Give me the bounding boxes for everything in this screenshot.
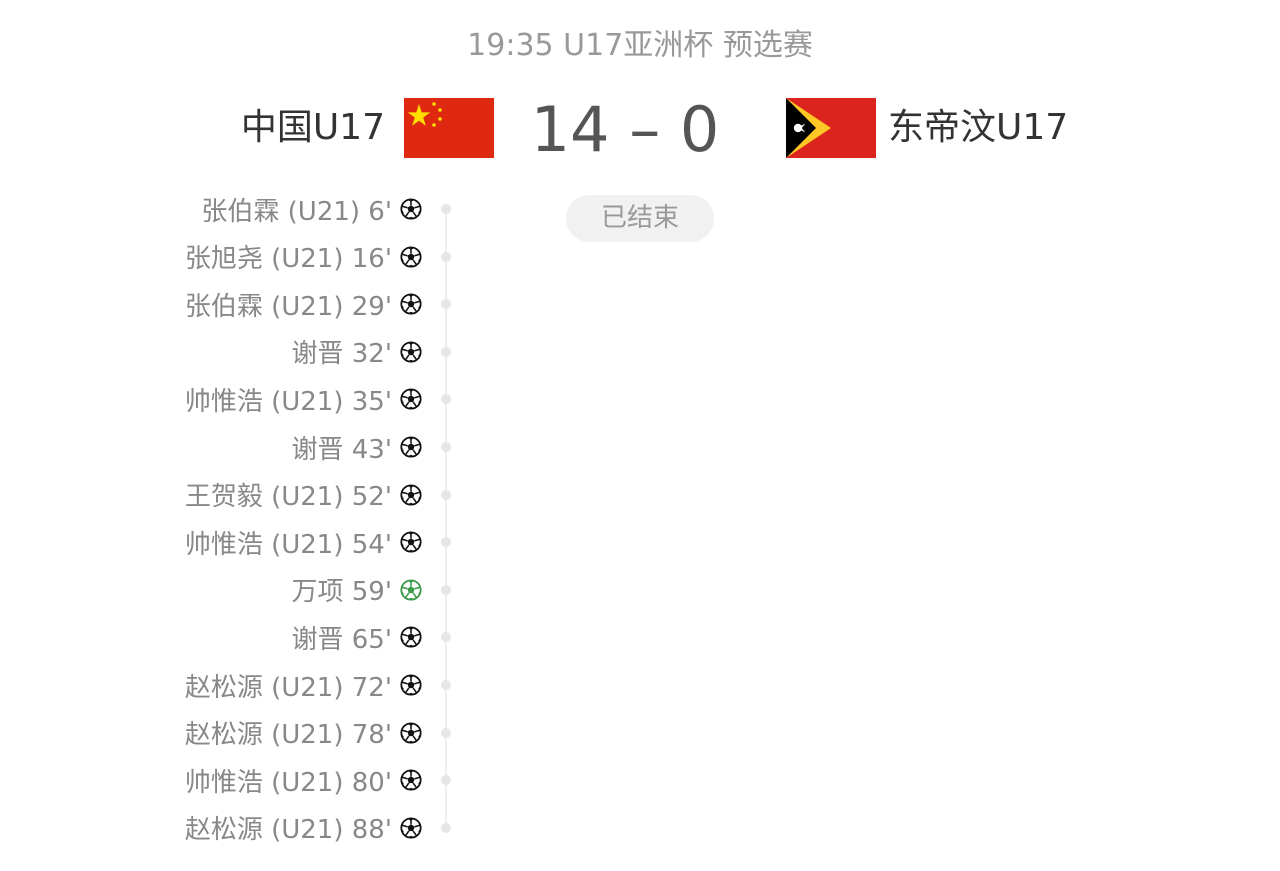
goal-text: 谢晋 43' — [291, 434, 393, 465]
goal-text: 张旭尧 (U21) 16' — [184, 244, 392, 275]
china-flag-icon — [404, 98, 494, 158]
goal-text: 赵松源 (U21) 78' — [184, 720, 392, 751]
goal-text: 张伯霖 (U21) 29' — [184, 291, 392, 322]
timeline-dot — [441, 489, 451, 500]
goal-row: 王贺毅 (U21) 52' — [185, 475, 422, 515]
goal-text: 谢晋 32' — [291, 339, 393, 370]
goal-row: 张旭尧 (U21) 16' — [185, 237, 422, 277]
goal-row: 帅惟浩 (U21) 54' — [185, 522, 422, 562]
soccer-ball-icon — [400, 674, 422, 696]
goal-row: 谢晋 32' — [292, 332, 423, 372]
match-title: 19:35 U17亚洲杯 预选赛 — [467, 28, 813, 63]
goal-row: 张伯霖 (U21) 29' — [185, 284, 422, 324]
goal-row: 帅惟浩 (U21) 35' — [185, 379, 422, 419]
timeline-dot — [441, 584, 451, 595]
soccer-ball-green-icon — [400, 579, 422, 601]
timeline-dot — [441, 822, 451, 833]
away-team-name: 东帝汶U17 — [888, 107, 1069, 148]
goal-text: 帅惟浩 (U21) 35' — [184, 386, 392, 417]
goal-row: 谢晋 43' — [292, 427, 423, 467]
soccer-ball-icon — [400, 293, 422, 315]
soccer-ball-icon — [400, 484, 422, 506]
timeline-dot — [441, 299, 451, 310]
goal-row: 万项 59' — [292, 570, 423, 610]
timeline-dot — [441, 537, 451, 548]
goal-row: 张伯霖 (U21) 6' — [201, 189, 422, 229]
timeline-dot — [441, 775, 451, 786]
goal-text: 王贺毅 (U21) 52' — [184, 482, 392, 513]
match-status-badge: 已结束 — [566, 195, 714, 242]
goal-text: 赵松源 (U21) 88' — [184, 815, 392, 846]
soccer-ball-icon — [400, 531, 422, 553]
timeline-dot — [441, 442, 451, 452]
goal-text: 赵松源 (U21) 72' — [184, 672, 392, 703]
soccer-ball-icon — [400, 388, 422, 410]
goal-text: 帅惟浩 (U21) 80' — [184, 767, 392, 798]
home-team-name: 中国U17 — [240, 107, 385, 148]
goal-row: 谢晋 65' — [292, 617, 423, 657]
timeline-line — [445, 208, 447, 828]
soccer-ball-icon — [400, 722, 422, 744]
timeline-dot — [441, 251, 451, 262]
soccer-ball-icon — [400, 626, 422, 648]
goal-row: 赵松源 (U21) 78' — [185, 713, 422, 753]
soccer-ball-icon — [400, 198, 422, 220]
goal-text: 帅惟浩 (U21) 54' — [184, 529, 392, 560]
goal-row: 帅惟浩 (U21) 80' — [185, 760, 422, 800]
timor-leste-flag-icon — [786, 98, 876, 158]
soccer-ball-icon — [400, 769, 422, 791]
timeline-dot — [441, 680, 451, 690]
timeline-dot — [441, 632, 451, 643]
timeline-dot — [441, 204, 451, 214]
timeline-dot — [441, 727, 451, 738]
timeline-dot — [441, 346, 451, 357]
soccer-ball-icon — [400, 436, 422, 458]
soccer-ball-icon — [400, 246, 422, 268]
score: 14 – 0 — [530, 93, 720, 166]
soccer-ball-icon — [400, 341, 422, 363]
goal-text: 张伯霖 (U21) 6' — [201, 196, 392, 227]
goal-text: 谢晋 65' — [291, 624, 393, 655]
goal-row: 赵松源 (U21) 88' — [185, 808, 422, 848]
goal-text: 万项 59' — [291, 577, 393, 608]
goal-row: 赵松源 (U21) 72' — [185, 665, 422, 705]
timeline-dot — [441, 394, 451, 405]
soccer-ball-icon — [400, 817, 422, 839]
